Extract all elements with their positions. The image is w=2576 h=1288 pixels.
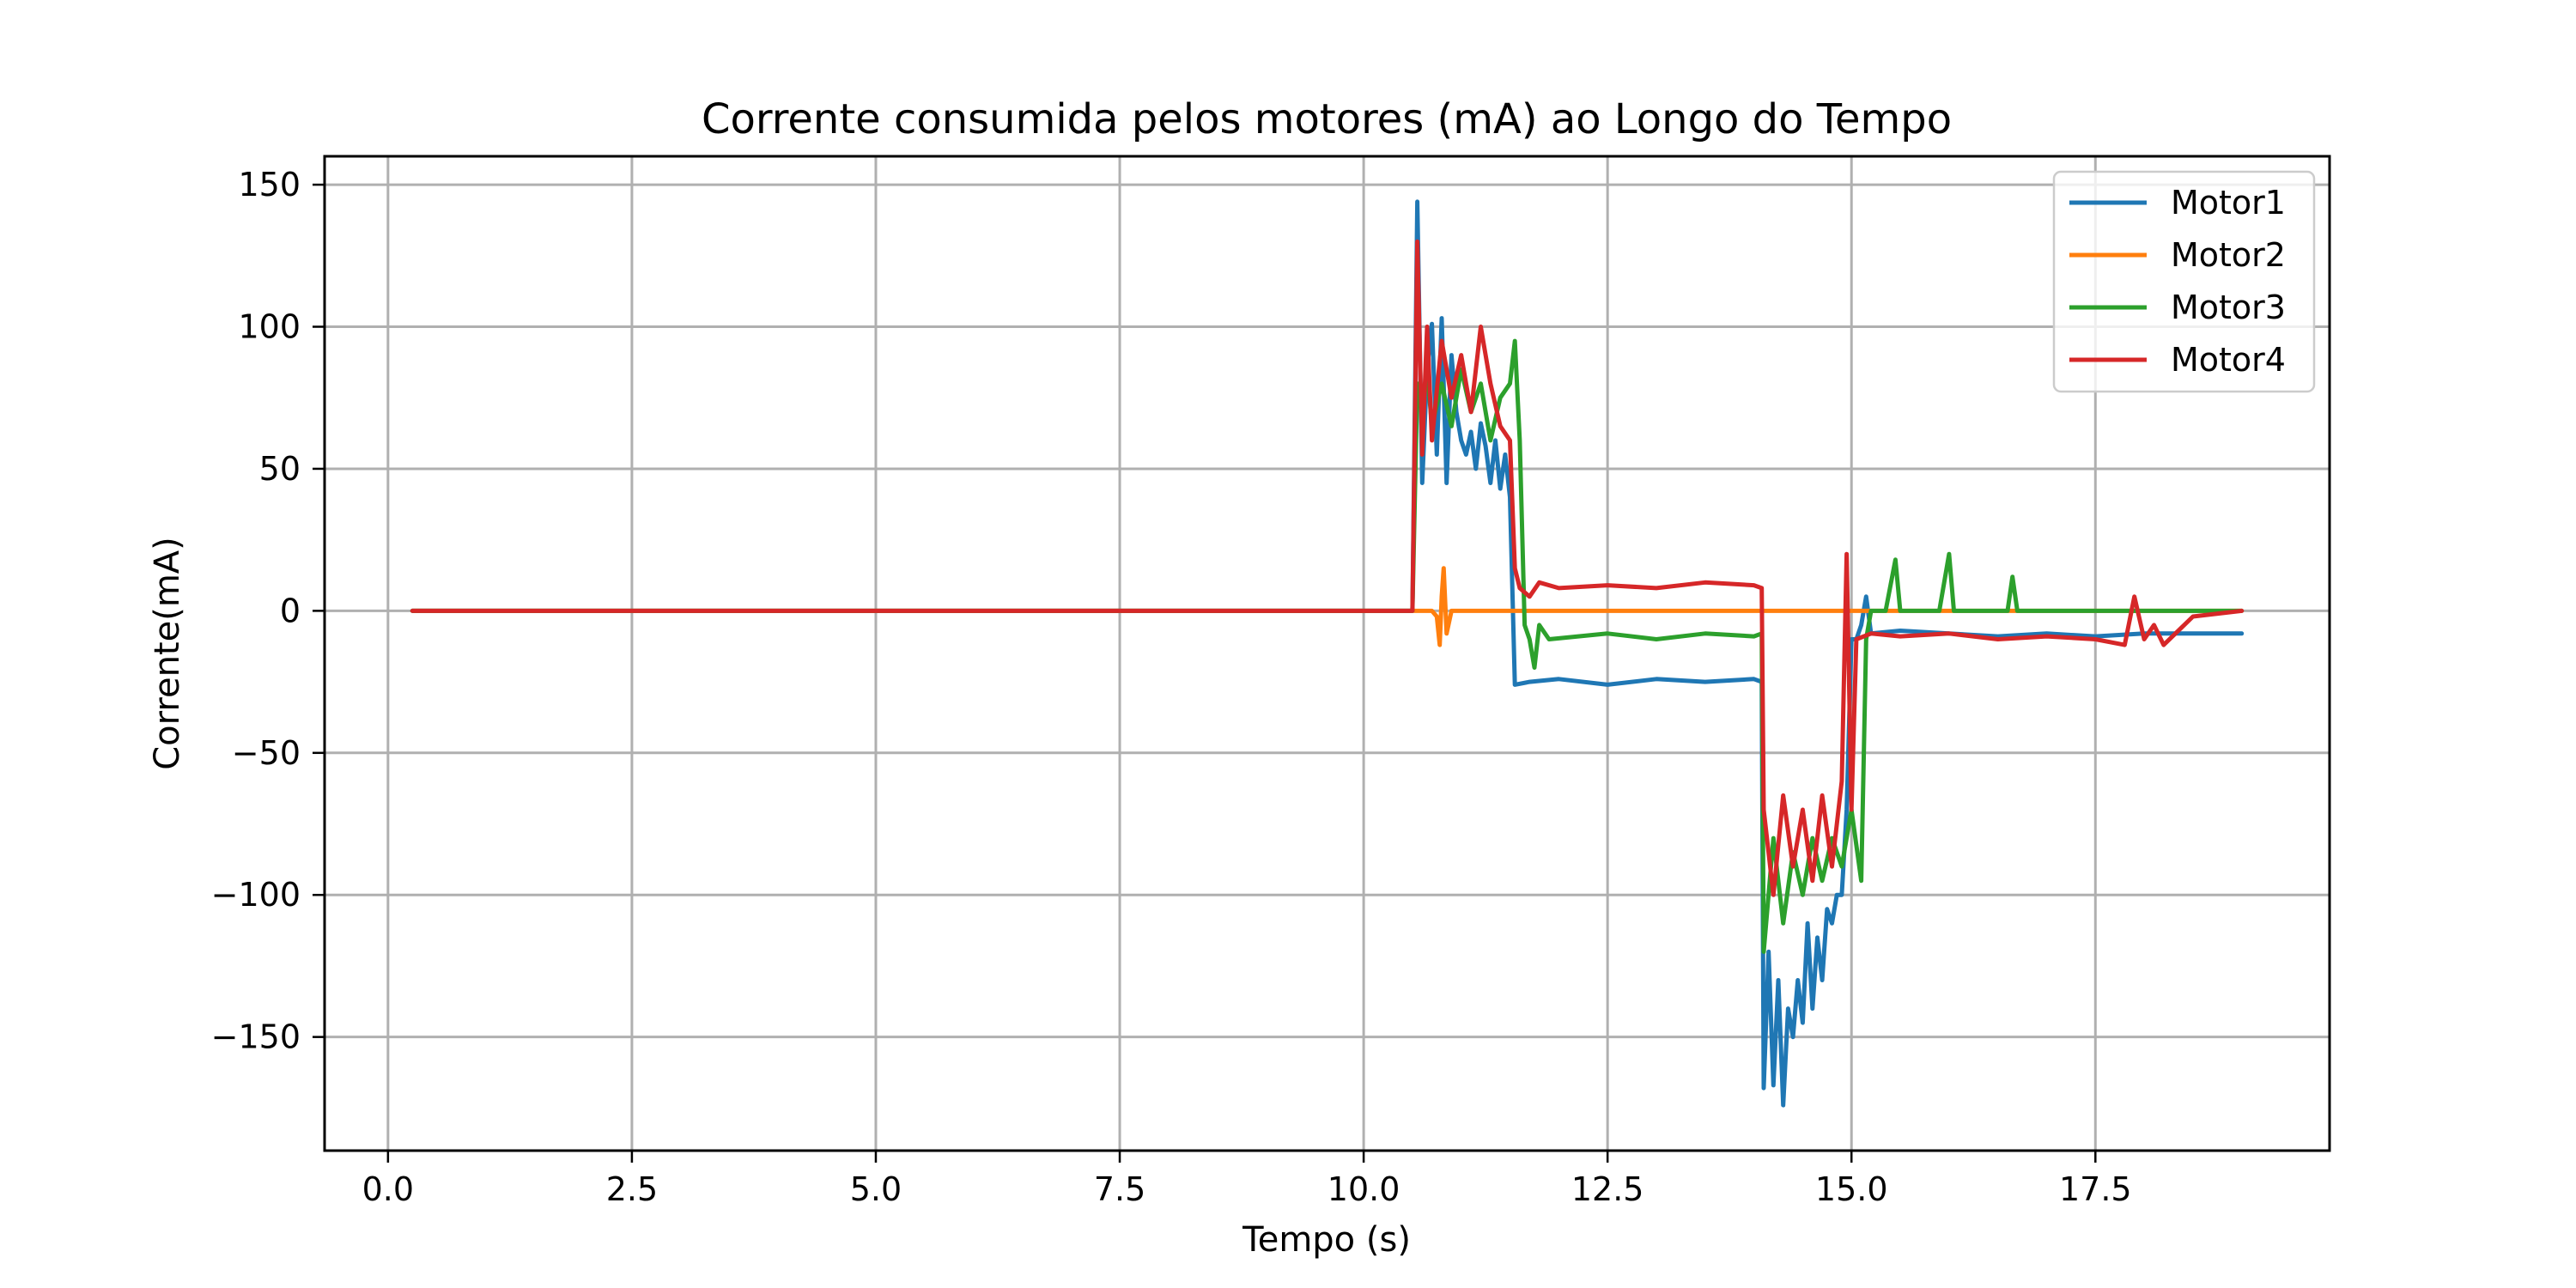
legend-box xyxy=(2052,170,2316,393)
y-tick-label: 50 xyxy=(259,450,301,488)
series-line-motor1 xyxy=(410,199,2245,1108)
chart-title: Corrente consumida pelos motores (mA) ao… xyxy=(702,95,1952,143)
plot-frame xyxy=(323,155,2331,1152)
y-tick-label: 150 xyxy=(238,166,301,204)
x-tick-label: 7.5 xyxy=(1094,1170,1145,1208)
legend-label-motor3: Motor3 xyxy=(2171,289,2286,326)
y-axis-label: Corrente(mA) xyxy=(148,537,187,770)
x-axis-label: Tempo (s) xyxy=(1242,1220,1411,1260)
y-tick-label: 100 xyxy=(238,308,301,346)
series-line-motor2 xyxy=(410,566,2245,647)
series-line-motor4 xyxy=(410,239,2245,897)
x-tick-label: 5.0 xyxy=(850,1170,902,1208)
axis-ticks: 0.0 2.5 5.0 7.5 10.0 12.5 15.0 17.5 150 100 50 0 −50… xyxy=(211,166,2132,1208)
y-tick-label: −150 xyxy=(211,1018,301,1056)
x-tick-label: 17.5 xyxy=(2059,1170,2132,1208)
y-tick-label: 0 xyxy=(280,592,301,629)
y-tick-label: −50 xyxy=(232,734,301,772)
legend: Motor1 Motor2 Motor3 Motor4 xyxy=(2052,170,2316,393)
x-tick-label: 2.5 xyxy=(606,1170,658,1208)
series-line-motor3 xyxy=(410,338,2245,954)
x-tick-label: 15.0 xyxy=(1815,1170,1888,1208)
legend-label-motor2: Motor2 xyxy=(2171,236,2286,274)
x-tick-label: 0.0 xyxy=(362,1170,414,1208)
x-tick-label: 12.5 xyxy=(1571,1170,1644,1208)
legend-label-motor4: Motor4 xyxy=(2171,341,2286,379)
legend-label-motor1: Motor1 xyxy=(2171,184,2286,222)
y-tick-label: −100 xyxy=(211,876,301,914)
series-lines xyxy=(410,199,2245,1108)
x-tick-label: 10.0 xyxy=(1327,1170,1400,1208)
